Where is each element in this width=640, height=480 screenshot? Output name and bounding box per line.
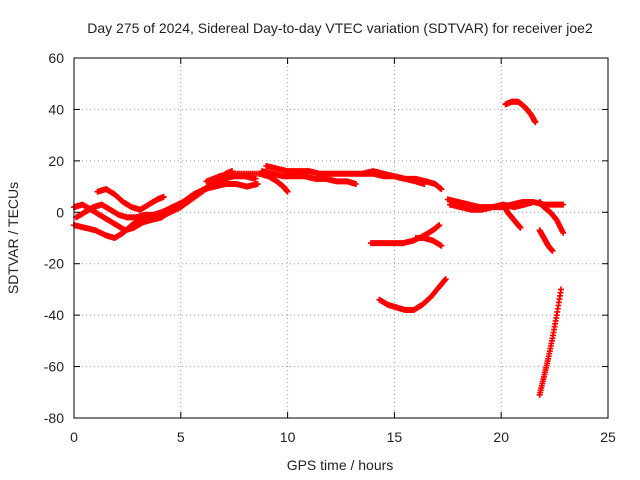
data-point	[421, 181, 428, 187]
data-point	[438, 242, 445, 249]
data-point	[549, 247, 556, 254]
series-track-k	[500, 201, 524, 231]
x-tick-label: 0	[70, 429, 78, 445]
series-track-r	[536, 286, 565, 398]
series-track-m	[536, 227, 556, 254]
y-tick-label: -20	[44, 256, 64, 272]
y-tick-label: -60	[44, 359, 64, 375]
data-layer	[71, 98, 567, 398]
data-point	[558, 286, 565, 293]
series-track-g	[258, 168, 359, 187]
series-track-o	[412, 235, 445, 249]
data-point	[441, 277, 448, 284]
data-point	[352, 181, 359, 187]
tick-layer: 0 5 10 15 20 25 -80 -60 -40 -20 0 20 40 60	[44, 50, 616, 445]
data-point	[254, 181, 261, 187]
series-track-j	[446, 199, 537, 213]
data-point	[530, 199, 537, 205]
x-tick-label: 10	[280, 429, 296, 445]
data-point	[532, 119, 539, 126]
y-tick-label: 40	[48, 101, 64, 117]
chart-title: Day 275 of 2024, Sidereal Day-to-day VTE…	[87, 20, 593, 36]
y-tick-label: 20	[48, 153, 64, 169]
series-track-c	[94, 186, 167, 213]
data-point	[438, 186, 445, 193]
series-track-p	[376, 276, 449, 313]
data-point	[252, 175, 259, 182]
y-tick-label: 0	[56, 204, 64, 220]
x-tick-label: 5	[177, 429, 185, 445]
x-tick-label: 15	[387, 429, 403, 445]
x-tick-label: 20	[493, 429, 509, 445]
series-track-h	[359, 168, 428, 187]
data-point	[442, 276, 449, 283]
series-track-q	[502, 98, 539, 126]
data-point	[517, 224, 524, 231]
y-axis-label: SDTVAR / TECUs	[5, 182, 21, 294]
plot-frame	[73, 57, 609, 419]
x-axis-label: GPS time / hours	[287, 457, 394, 473]
data-point	[560, 201, 567, 208]
y-tick-label: 60	[48, 50, 64, 66]
series-track-l	[536, 199, 567, 236]
data-point	[560, 229, 567, 236]
data-point	[284, 188, 291, 195]
series-track-e	[203, 170, 291, 195]
y-tick-label: -40	[44, 307, 64, 323]
data-point	[436, 222, 443, 229]
x-tick-label: 25	[600, 429, 616, 445]
data-point	[160, 193, 167, 200]
y-tick-label: -80	[44, 410, 64, 426]
